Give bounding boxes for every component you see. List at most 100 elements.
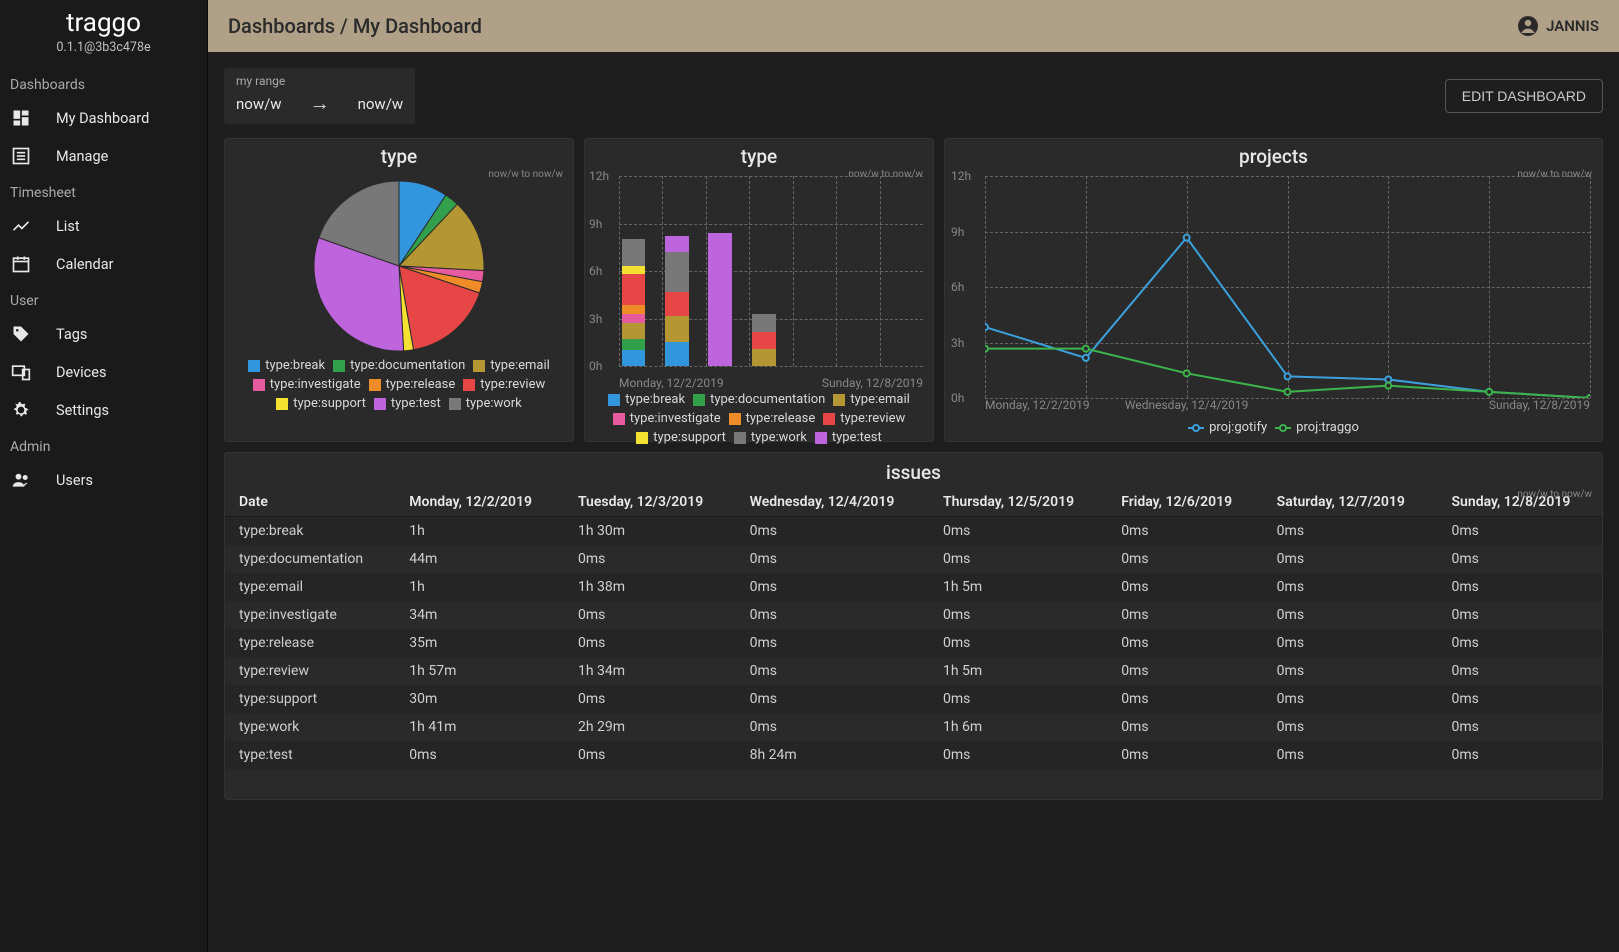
table-cell: 2h 29m	[564, 713, 736, 741]
table-cell: 1h 34m	[564, 657, 736, 685]
table-header: Tuesday, 12/3/2019	[564, 488, 736, 517]
pie-panel: type now/w to now/w type:breaktype:docum…	[224, 138, 574, 442]
table-cell: 1h 5m	[929, 573, 1107, 601]
swatch-icon	[374, 398, 386, 410]
swatch-icon	[833, 394, 845, 406]
swatch-icon	[729, 413, 741, 425]
legend-item[interactable]: type:email	[473, 358, 549, 373]
legend-label: type:break	[265, 358, 325, 373]
legend-item[interactable]: type:support	[636, 430, 726, 445]
table-header: Wednesday, 12/4/2019	[736, 488, 929, 517]
table-cell: 0ms	[1263, 685, 1438, 713]
table-cell: 30m	[395, 685, 564, 713]
sidebar-item-tags[interactable]: Tags	[0, 315, 207, 353]
x-tick-label: Sunday, 12/8/2019	[1489, 398, 1590, 412]
sidebar-item-devices[interactable]: Devices	[0, 353, 207, 391]
sidebar-item-label: List	[56, 218, 80, 235]
swatch-icon	[613, 413, 625, 425]
arrow-right-icon: →	[310, 91, 330, 116]
table-cell: type:email	[225, 573, 395, 601]
swatch-icon	[333, 360, 345, 372]
table-cell: 1h 38m	[564, 573, 736, 601]
range-to: now/w	[358, 95, 404, 113]
range-label: my range	[236, 74, 403, 88]
line-marker-icon	[1275, 423, 1291, 433]
table-cell: type:release	[225, 629, 395, 657]
panel-subtitle: now/w to now/w	[1517, 489, 1592, 500]
legend-item[interactable]: type:work	[449, 396, 522, 411]
legend-item[interactable]: type:documentation	[693, 392, 825, 407]
legend-item[interactable]: type:investigate	[253, 377, 361, 392]
sidebar-item-label: Tags	[56, 326, 87, 343]
legend-item[interactable]: type:test	[815, 430, 882, 445]
legend-label: type:break	[625, 392, 685, 407]
table-cell: 0ms	[1263, 601, 1438, 629]
swatch-icon	[608, 394, 620, 406]
legend-item[interactable]: proj:traggo	[1275, 420, 1359, 435]
legend-item[interactable]: type:review	[823, 411, 905, 426]
table-cell: 0ms	[1438, 517, 1602, 546]
legend-item[interactable]: type:investigate	[613, 411, 721, 426]
edit-dashboard-button[interactable]: EDIT DASHBOARD	[1445, 79, 1603, 113]
table-cell: 0ms	[1438, 657, 1602, 685]
legend-item[interactable]: proj:gotify	[1188, 420, 1267, 435]
legend-item[interactable]: type:test	[374, 396, 441, 411]
table-cell: 0ms	[1263, 741, 1438, 769]
legend-item[interactable]: type:break	[608, 392, 685, 407]
panel-title: projects	[945, 139, 1602, 170]
table-cell: 0ms	[929, 741, 1107, 769]
table-cell: 1h	[395, 517, 564, 546]
user-name: JANNIS	[1546, 17, 1599, 35]
sidebar-item-settings[interactable]: Settings	[0, 391, 207, 429]
table-cell: 0ms	[736, 545, 929, 573]
x-tick-label: Monday, 12/2/2019	[985, 398, 1090, 412]
table-row: type:investigate34m0ms0ms0ms0ms0ms0ms	[225, 601, 1602, 629]
app-name: traggo	[0, 8, 207, 38]
legend-item[interactable]: type:review	[463, 377, 545, 392]
legend-label: type:documentation	[350, 358, 465, 373]
swatch-icon	[276, 398, 288, 410]
swatch-icon	[369, 379, 381, 391]
table-cell: 0ms	[1263, 573, 1438, 601]
table-cell: 0ms	[1107, 741, 1262, 769]
legend-item[interactable]: type:support	[276, 396, 366, 411]
legend-label: type:documentation	[710, 392, 825, 407]
legend-item[interactable]: type:release	[369, 377, 456, 392]
breadcrumb-root[interactable]: Dashboards	[228, 14, 335, 38]
sidebar-item-list[interactable]: List	[0, 207, 207, 245]
sidebar-item-my-dashboard[interactable]: My Dashboard	[0, 99, 207, 137]
bar-segment	[665, 252, 689, 291]
date-range-selector[interactable]: my range now/w → now/w	[224, 68, 415, 124]
nav-section-user: User	[0, 283, 207, 315]
swatch-icon	[449, 398, 461, 410]
line-chart	[985, 176, 1590, 398]
panel-title: issues	[225, 453, 1602, 488]
sidebar-item-calendar[interactable]: Calendar	[0, 245, 207, 283]
legend-item[interactable]: type:release	[729, 411, 816, 426]
bar-segment	[622, 339, 646, 351]
sidebar-item-manage[interactable]: Manage	[0, 137, 207, 175]
swatch-icon	[734, 432, 746, 444]
legend-item[interactable]: type:work	[734, 430, 807, 445]
legend-item[interactable]: type:email	[833, 392, 909, 407]
legend-label: type:support	[653, 430, 726, 445]
y-tick-label: 9h	[951, 225, 964, 239]
table-cell: 0ms	[1438, 713, 1602, 741]
table-row: type:release35m0ms0ms0ms0ms0ms0ms	[225, 629, 1602, 657]
table-cell: 0ms	[736, 685, 929, 713]
table-panel: issues now/w to now/w DateMonday, 12/2/2…	[224, 452, 1603, 800]
breadcrumb: Dashboards / My Dashboard	[228, 14, 482, 38]
bar-panel: type now/w to now/w 12h9h6h3h0h Monday, …	[584, 138, 934, 442]
legend-item[interactable]: type:break	[248, 358, 325, 373]
bar-segment	[622, 239, 646, 266]
table-header: Friday, 12/6/2019	[1107, 488, 1262, 517]
legend-item[interactable]: type:documentation	[333, 358, 465, 373]
table-cell: type:support	[225, 685, 395, 713]
swatch-icon	[693, 394, 705, 406]
bar-segment	[622, 350, 646, 366]
sidebar-item-users[interactable]: Users	[0, 461, 207, 499]
user-menu[interactable]: JANNIS	[1516, 14, 1599, 38]
table-cell: 0ms	[564, 601, 736, 629]
swatch-icon	[253, 379, 265, 391]
swatch-icon	[823, 413, 835, 425]
